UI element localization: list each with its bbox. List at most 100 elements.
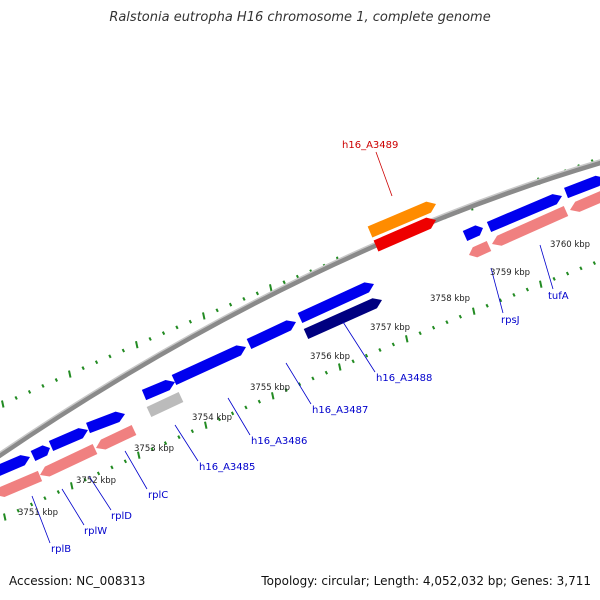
scale-tick xyxy=(271,392,275,400)
scale-tick xyxy=(121,348,125,353)
gene-label: h16_A3487 xyxy=(312,405,368,416)
label-leader-line xyxy=(285,362,312,405)
label-leader-line xyxy=(88,475,112,511)
scale-tick xyxy=(41,384,45,388)
genome-summary: Topology: circular; Length: 4,052,032 bp… xyxy=(261,574,591,588)
pseudo-gene-block xyxy=(146,392,184,417)
label-leader-line xyxy=(490,267,504,314)
reverse-gene-arrow xyxy=(492,205,569,246)
scale-tick xyxy=(215,308,219,313)
scale-tick xyxy=(284,388,288,392)
kbp-label: 3753 kbp xyxy=(134,444,174,454)
scale-tick xyxy=(498,298,503,303)
scale-tick xyxy=(202,312,206,320)
gene-label: tufA xyxy=(548,291,569,302)
scale-tick xyxy=(148,336,152,341)
reverse-gene-arrow xyxy=(469,240,492,258)
label-leader-line xyxy=(539,244,554,290)
label-leader-line xyxy=(31,495,51,544)
forward-gene-arrow xyxy=(141,380,175,401)
scale-tick xyxy=(81,366,85,371)
scale-tick xyxy=(96,471,101,476)
forward-gene-arrow xyxy=(86,411,125,434)
scale-tick xyxy=(269,284,273,292)
forward-gene-arrow xyxy=(486,194,562,233)
scale-tick xyxy=(188,319,192,324)
highlight-gene-forward xyxy=(367,201,436,238)
scale-tick xyxy=(592,261,596,265)
scale-tick xyxy=(431,325,436,330)
genome-backbone xyxy=(0,160,600,459)
kbp-label: 3759 kbp xyxy=(490,268,530,278)
highlight-gene-reverse xyxy=(373,217,436,252)
highlight-gene-label: h16_A3489 xyxy=(342,140,398,151)
kbp-label: 3760 kbp xyxy=(550,240,590,250)
label-leader-line xyxy=(124,450,148,490)
forward-gene-arrow xyxy=(297,282,374,323)
scale-tick xyxy=(16,508,20,513)
gene-label: rplW xyxy=(84,526,107,537)
scale-tick xyxy=(94,360,99,365)
scale-tick xyxy=(217,417,221,422)
gene-label: rplC xyxy=(148,490,168,501)
scale-tick xyxy=(27,390,32,394)
gene-label: h16_A3485 xyxy=(199,462,255,473)
scale-tick xyxy=(391,342,395,347)
scale-tick xyxy=(54,378,58,382)
scale-tick xyxy=(311,376,315,381)
scale-tick xyxy=(351,359,355,364)
forward-gene-arrow xyxy=(171,345,246,385)
scale-tick xyxy=(1,400,5,408)
feature-labels: 3751 kbp 3752 kbp 3753 kbp 3754 kbp 3755 kbp… xyxy=(18,140,590,555)
inner-tick-track xyxy=(3,261,596,521)
scale-tick xyxy=(255,291,259,296)
scale-tick xyxy=(177,435,181,440)
scale-tick xyxy=(324,370,328,375)
forward-gene-arrow xyxy=(462,225,483,242)
forward-gene-arrow xyxy=(246,320,296,349)
gene-label: h16_A3488 xyxy=(376,373,432,384)
scale-tick xyxy=(190,429,194,434)
forward-gene-arrow xyxy=(30,445,50,461)
gene-label: rplD xyxy=(111,511,132,522)
scale-tick xyxy=(244,405,248,410)
highlight-leader-line xyxy=(375,151,393,197)
forward-gene-arrow xyxy=(48,428,88,452)
scale-tick xyxy=(137,451,141,459)
scale-tick xyxy=(204,421,208,429)
scale-tick xyxy=(3,513,7,521)
scale-tick xyxy=(458,314,462,319)
scale-tick xyxy=(445,320,449,325)
scale-tick xyxy=(485,303,489,308)
scale-tick xyxy=(175,325,179,330)
reverse-gene-arrow xyxy=(40,444,98,477)
scale-tick xyxy=(539,280,543,288)
scale-tick xyxy=(338,363,342,371)
gene-label: rpsJ xyxy=(501,315,520,326)
scale-tick xyxy=(70,482,74,490)
kbp-label: 3751 kbp xyxy=(18,508,58,518)
genome-backbone-highlight xyxy=(0,159,600,454)
forward-gene-arrow xyxy=(303,298,382,340)
scale-tick xyxy=(282,280,286,285)
scale-tick xyxy=(56,490,60,494)
scale-tick xyxy=(579,266,583,271)
scale-tick xyxy=(68,370,72,378)
accession-label: Accession: NC_008313 xyxy=(9,574,146,588)
scale-tick xyxy=(364,353,369,358)
scale-tick xyxy=(123,459,127,464)
scale-tick xyxy=(150,447,154,452)
reverse-gene-arrow xyxy=(570,191,600,212)
label-leader-line xyxy=(227,397,251,436)
forward-gene-arrow xyxy=(0,455,30,476)
label-leader-line xyxy=(342,321,376,373)
gene-label: h16_A3486 xyxy=(251,436,307,447)
kbp-label: 3757 kbp xyxy=(370,323,410,333)
kbp-label: 3755 kbp xyxy=(250,383,290,393)
kbp-label: 3756 kbp xyxy=(310,352,350,362)
scale-tick xyxy=(110,465,114,470)
scale-tick xyxy=(14,396,18,400)
scale-tick xyxy=(405,335,409,343)
scale-tick xyxy=(43,496,47,501)
